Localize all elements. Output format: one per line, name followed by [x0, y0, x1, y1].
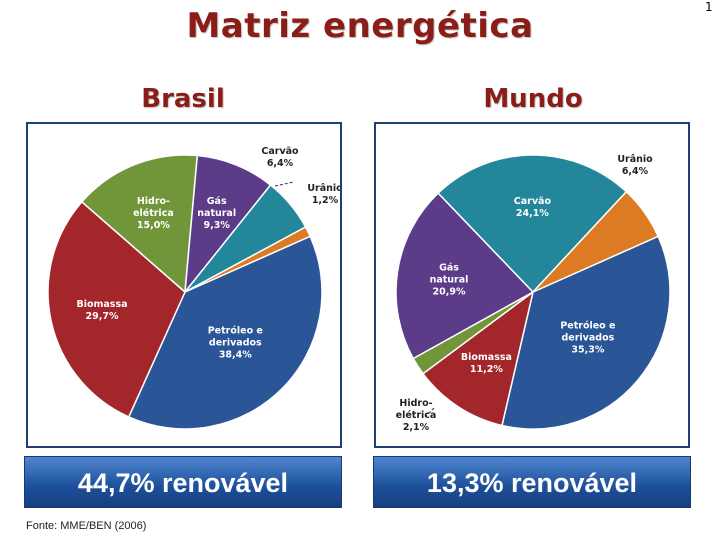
source-note: Fonte: MME/BEN (2006): [26, 520, 147, 532]
brasil-slice-uranio-label: Urânio: [307, 183, 340, 194]
brasil-slice-carvao-label: Carvão: [261, 146, 299, 157]
brasil-slice-petroleo-label: derivados: [209, 338, 262, 349]
brasil-slice-hidro-label: 15,0%: [137, 220, 170, 231]
brasil-slice-petroleo-label: Petróleo e: [208, 326, 263, 337]
brasil-slice-biomassa: [47, 200, 186, 418]
mundo-chart-frame: Petróleo e derivados 35,3% Biomassa 11,2% Hid…: [374, 122, 690, 448]
mundo-slice-hidro-label: Hidro-: [399, 398, 432, 409]
brasil-slice-biomassa-label: Biomassa: [76, 299, 127, 310]
brasil-slice-gas-label: natural: [197, 208, 236, 219]
mundo-slice-petroleo: [501, 235, 671, 430]
brasil-renewable-banner: 44,7% renovável: [24, 456, 342, 508]
mundo-slice-petroleo-label: Petróleo e: [560, 320, 615, 331]
brasil-slice-gas-label: Gás: [207, 196, 227, 207]
brasil-chart-frame: Petróleo e derivados 38,4% Biomassa 29,7% Hid…: [26, 122, 342, 448]
mundo-slice-uranio: [532, 190, 660, 293]
mundo-hidro-leader-line: [425, 407, 435, 417]
mundo-title: Mundo: [483, 84, 583, 114]
mundo-slice-gas-label: natural: [430, 274, 469, 285]
brasil-slice-carvao-label: 6,4%: [267, 158, 294, 169]
mundo-slice-hidro-label: 2,1%: [403, 422, 430, 433]
brasil-slice-petroleo: [127, 235, 323, 430]
mundo-slice-carvao-label: Carvão: [514, 196, 552, 207]
brasil-slice-hidro-label: elétrica: [133, 208, 174, 219]
brasil-uranio-leader-line: [274, 181, 295, 187]
brasil-slice-gas: [184, 154, 272, 295]
mundo-slice-carvao: [437, 154, 628, 294]
mundo-renewable-banner: 13,3% renovável: [373, 456, 691, 508]
corner-mark: 1: [705, 0, 713, 14]
mundo-slice-biomassa: [421, 290, 535, 427]
mundo-slice-hidro-label: elétrica: [396, 410, 437, 421]
brasil-slice-hidro-label: Hidro-: [137, 196, 170, 207]
brasil-slice-gas-label: 9,3%: [204, 220, 231, 231]
mundo-slice-uranio-label: Urânio: [617, 154, 653, 165]
mundo-slice-carvao-label: 24,1%: [516, 208, 549, 219]
mundo-slice-gas: [395, 192, 535, 360]
mundo-slice-petroleo-label: derivados: [562, 332, 615, 343]
mundo-slice-biomassa-label: Biomassa: [461, 352, 512, 363]
brasil-slice-hidro: [80, 154, 199, 294]
mundo-slice-gas-label: 20,9%: [433, 286, 466, 297]
mundo-slice-uranio-label: 6,4%: [622, 166, 649, 177]
mundo-slice-gas-label: Gás: [439, 262, 459, 273]
page-title: Matriz energética: [186, 6, 534, 46]
mundo-slice-petroleo-label: 35,3%: [571, 344, 604, 355]
brasil-slice-petroleo-label: 38,4%: [219, 350, 252, 361]
brasil-slice-biomassa-label: 29,7%: [86, 311, 119, 322]
mundo-slice-biomassa-label: 11,2%: [470, 364, 503, 375]
brasil-slice-uranio-label: 1,2%: [312, 195, 339, 206]
brasil-slice-uranio: [184, 225, 312, 293]
brasil-title: Brasil: [141, 84, 225, 114]
